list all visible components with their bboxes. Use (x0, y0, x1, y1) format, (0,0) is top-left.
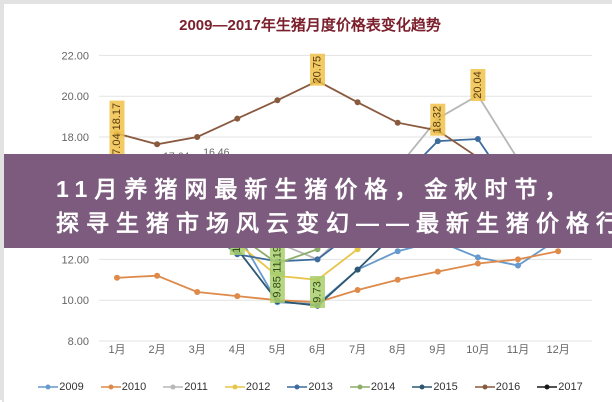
svg-text:1月: 1月 (108, 344, 125, 356)
svg-text:9月: 9月 (429, 344, 446, 356)
svg-text:9.85: 9.85 (271, 276, 283, 297)
svg-text:18.00: 18.00 (61, 132, 89, 144)
svg-text:4月: 4月 (229, 344, 246, 356)
svg-text:11.19: 11.19 (271, 246, 283, 273)
svg-text:22.00: 22.00 (61, 50, 89, 62)
svg-text:8月: 8月 (389, 344, 406, 356)
svg-text:12.00: 12.00 (61, 254, 89, 266)
svg-text:10月: 10月 (466, 344, 489, 356)
svg-text:6月: 6月 (309, 344, 326, 356)
svg-text:20.04: 20.04 (472, 71, 484, 99)
svg-text:9.73: 9.73 (311, 281, 323, 302)
svg-text:5月: 5月 (269, 344, 286, 356)
svg-text:11月: 11月 (507, 344, 529, 356)
svg-text:18.32: 18.32 (432, 106, 444, 134)
svg-text:3月: 3月 (189, 344, 206, 356)
svg-text:12月: 12月 (546, 344, 569, 356)
svg-text:7月: 7月 (349, 344, 366, 356)
svg-text:2月: 2月 (149, 344, 166, 356)
svg-text:20.75: 20.75 (311, 56, 323, 84)
svg-text:8.00: 8.00 (68, 336, 89, 348)
svg-text:18.17: 18.17 (111, 103, 123, 131)
svg-text:10.00: 10.00 (61, 295, 89, 307)
svg-text:20.00: 20.00 (61, 91, 89, 103)
